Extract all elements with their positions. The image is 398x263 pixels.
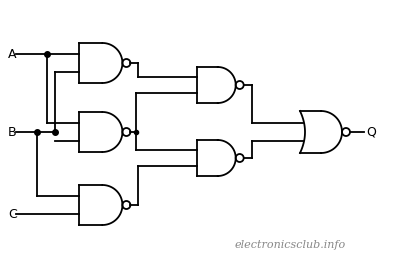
Text: C: C	[8, 208, 17, 220]
Text: A: A	[8, 48, 16, 60]
Text: electronicsclub.info: electronicsclub.info	[234, 240, 345, 250]
Text: B: B	[8, 125, 17, 139]
Text: Q: Q	[366, 125, 376, 139]
